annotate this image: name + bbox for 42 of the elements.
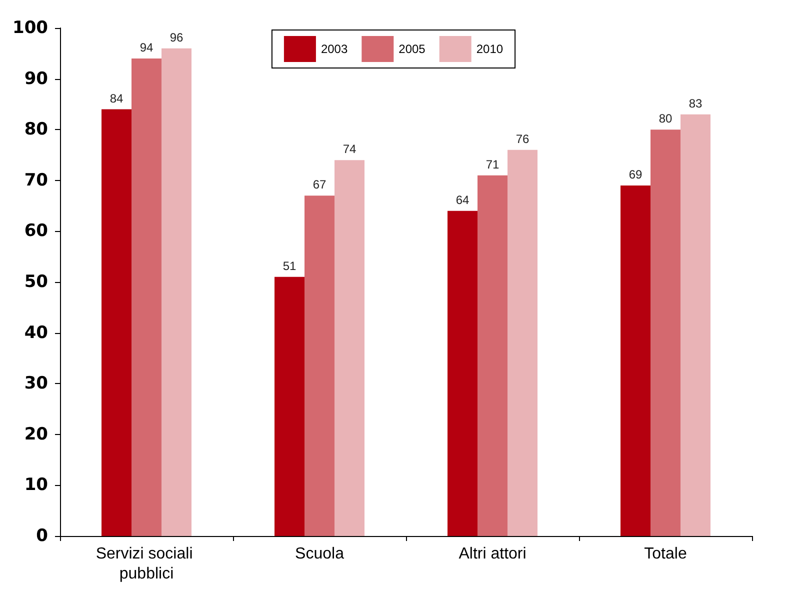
y-tick-label: 70 [24, 170, 48, 190]
x-tick-label: Scuola [295, 546, 344, 562]
x-tick-label: Altri attori [458, 546, 526, 562]
legend-label: 2003 [320, 42, 348, 56]
data-label: 84 [110, 91, 124, 106]
data-label: 96 [170, 30, 184, 44]
y-tick-label: 60 [24, 221, 48, 242]
bar [508, 150, 538, 536]
bar [274, 276, 304, 536]
data-label: 71 [486, 157, 500, 172]
y-tick-label: 100 [12, 18, 48, 38]
y-tick-label: 80 [24, 120, 48, 140]
data-label: 76 [516, 132, 530, 146]
y-tick-label: 0 [36, 526, 48, 546]
bar [680, 114, 710, 536]
bar [650, 130, 680, 536]
data-label: 94 [140, 40, 154, 54]
data-label: 83 [688, 96, 702, 110]
y-tick-label: 20 [24, 424, 48, 444]
y-tick-label: 30 [24, 374, 48, 394]
data-label: 74 [342, 142, 356, 156]
y-tick-label: 50 [24, 272, 48, 292]
legend-label: 2005 [398, 42, 426, 56]
legend-label: 2010 [476, 42, 504, 56]
bar [162, 48, 192, 536]
data-label: 80 [658, 112, 672, 126]
x-tick-label: Servizi sociali pubblici [96, 546, 198, 582]
y-tick-label: 10 [24, 475, 48, 496]
bar [478, 175, 508, 536]
y-tick-label: 40 [24, 322, 48, 343]
bar [334, 160, 364, 536]
bar [132, 58, 162, 536]
data-label: 51 [282, 258, 296, 273]
y-tick-label: 90 [24, 68, 48, 89]
bar [304, 196, 334, 536]
bar [448, 210, 478, 536]
bar [620, 185, 650, 536]
data-label: 64 [456, 192, 470, 207]
x-tick-label: Totale [644, 546, 687, 562]
data-label: 67 [312, 178, 326, 192]
bar [102, 109, 132, 536]
data-label: 69 [628, 167, 642, 182]
